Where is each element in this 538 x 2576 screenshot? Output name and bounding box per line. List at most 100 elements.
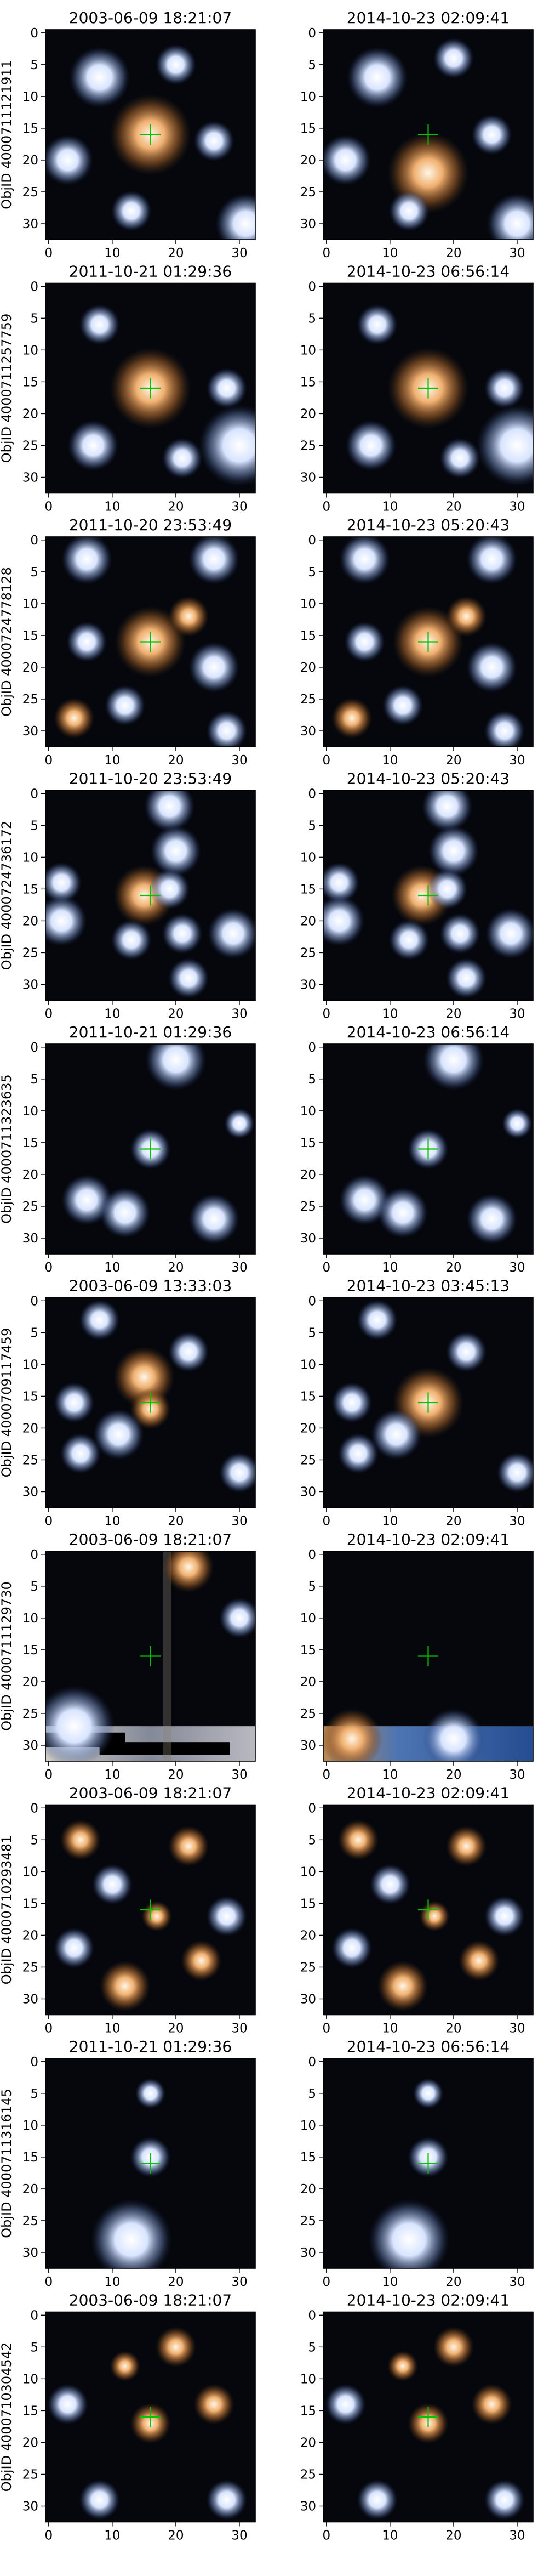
y-tick-label: 10 xyxy=(300,1358,316,1372)
y-tick-label: 10 xyxy=(300,1104,316,1119)
y-tick-label: 20 xyxy=(300,154,316,168)
star-source xyxy=(423,1044,484,1091)
panel-title: 2003-06-09 18:21:07 xyxy=(69,1530,232,1548)
star-source xyxy=(388,190,430,231)
panel-title: 2011-10-20 23:53:49 xyxy=(69,770,232,788)
y-tick-label: 5 xyxy=(30,2340,38,2354)
x-tick-label: 20 xyxy=(168,1261,184,1275)
y-tick-label: 30 xyxy=(22,724,38,739)
star-source xyxy=(79,304,120,345)
y-tick-label: 5 xyxy=(308,1580,316,1594)
x-tick-label: 30 xyxy=(231,246,247,260)
x-tick-label: 30 xyxy=(509,500,525,514)
panel-frame xyxy=(45,282,256,494)
panel-title: 2003-06-09 18:21:07 xyxy=(69,1784,232,1802)
star-source xyxy=(144,790,195,832)
cutout-row: ObjID 4000709117459 2003-06-09 13:33:03 0 1… xyxy=(0,1277,534,1529)
panel-frame xyxy=(45,1043,256,1255)
objid-label: ObjID 4000711316145 xyxy=(0,2089,14,2238)
star-source xyxy=(47,2384,88,2425)
panel-title: 2003-06-09 18:21:07 xyxy=(69,2291,232,2310)
x-tick-label: 0 xyxy=(322,500,330,514)
star-source xyxy=(377,1187,428,1238)
star-source xyxy=(466,642,517,693)
cutout-panel: 2003-06-09 18:21:07 0 10 20 30 0 5 10 15 20 25 30 xyxy=(22,1530,256,1782)
x-tick-label: 0 xyxy=(44,246,53,260)
y-tick-label: 0 xyxy=(30,26,38,41)
y-tick-label: 25 xyxy=(300,693,316,707)
cutout-row: ObjID 4000724736172 2011-10-20 23:53:49 0 1… xyxy=(0,770,534,1022)
cutout-image xyxy=(45,283,255,493)
cutout-image xyxy=(45,790,255,1001)
y-tick-label: 30 xyxy=(22,1739,38,1753)
x-tick-label: 0 xyxy=(44,1514,53,1529)
x-tick-label: 10 xyxy=(382,1007,398,1022)
x-tick-label: 30 xyxy=(231,2275,247,2289)
star-source xyxy=(198,405,255,486)
x-tick-label: 20 xyxy=(445,500,461,514)
star-source xyxy=(427,869,468,910)
cutout-panel: 2011-10-20 23:53:49 0 10 20 30 0 5 10 15 20 25 30 xyxy=(22,516,256,768)
star-source xyxy=(439,913,480,954)
y-tick-label: 25 xyxy=(300,439,316,453)
cutout-row: ObjID 4000711316145 2011-10-21 01:29:36 0 1… xyxy=(0,2038,534,2289)
y-tick-label: 20 xyxy=(300,1421,316,1435)
star-source xyxy=(150,825,202,877)
star-source xyxy=(162,913,203,954)
star-source xyxy=(466,1193,517,1245)
y-tick-label: 5 xyxy=(308,1326,316,1340)
x-tick-label: 10 xyxy=(104,1261,120,1275)
panel-frame xyxy=(323,29,534,240)
cutout-panel: 2011-10-21 01:29:36 0 10 20 30 0 5 10 15 20 25 30 xyxy=(22,2038,256,2289)
star-source xyxy=(484,367,525,409)
x-tick-label: 10 xyxy=(382,2022,398,2036)
y-tick-label: 30 xyxy=(22,1992,38,2006)
star-source xyxy=(163,1551,214,1593)
star-source xyxy=(323,862,360,903)
star-source xyxy=(45,134,94,186)
x-tick-label: 10 xyxy=(382,246,398,260)
star-source xyxy=(331,697,373,739)
star-source xyxy=(496,1452,533,1493)
star-source xyxy=(445,1331,487,1372)
cutout-panel: 2003-06-09 18:21:07 0 10 20 30 0 5 10 15 20 25 30 xyxy=(22,1784,256,2036)
star-source xyxy=(445,957,487,999)
x-tick-label: 20 xyxy=(445,1007,461,1022)
x-tick-label: 30 xyxy=(231,1261,247,1275)
star-source xyxy=(91,1864,133,1905)
y-tick-label: 15 xyxy=(22,1136,38,1150)
y-tick-label: 10 xyxy=(22,2119,38,2133)
x-tick-label: 30 xyxy=(509,1007,525,1022)
cutout-panel: 2014-10-23 03:45:13 0 10 20 30 0 5 10 15 20 25 30 xyxy=(300,1277,534,1529)
y-tick-label: 20 xyxy=(22,154,38,168)
star-source xyxy=(90,2199,172,2268)
y-tick-label: 20 xyxy=(300,2436,316,2450)
star-source xyxy=(323,134,371,186)
star-source xyxy=(388,920,430,961)
star-source xyxy=(471,114,512,155)
objid-label: ObjID 4000710304542 xyxy=(0,2342,14,2492)
y-tick-label: 15 xyxy=(22,2151,38,2165)
y-tick-label: 0 xyxy=(30,1041,38,1055)
x-tick-label: 20 xyxy=(168,2022,184,2036)
panel-frame xyxy=(45,29,256,240)
star-source xyxy=(181,1940,222,1981)
star-source xyxy=(439,438,480,479)
panel-frame xyxy=(45,1297,256,1508)
y-tick-label: 15 xyxy=(300,629,316,643)
y-tick-label: 10 xyxy=(22,1865,38,1879)
y-tick-label: 15 xyxy=(22,122,38,136)
y-tick-label: 5 xyxy=(308,2087,316,2101)
x-tick-label: 10 xyxy=(382,1261,398,1275)
x-tick-label: 0 xyxy=(44,2529,53,2543)
x-tick-label: 0 xyxy=(44,2275,53,2289)
x-tick-label: 10 xyxy=(104,1768,120,1782)
panel-title: 2014-10-23 02:09:41 xyxy=(347,1784,510,1802)
x-tick-label: 0 xyxy=(44,753,53,768)
star-source xyxy=(466,537,517,585)
y-tick-label: 25 xyxy=(22,439,38,453)
y-tick-label: 10 xyxy=(300,1865,316,1879)
x-tick-label: 0 xyxy=(322,2275,330,2289)
star-source xyxy=(345,420,397,471)
y-tick-label: 30 xyxy=(22,1485,38,1499)
